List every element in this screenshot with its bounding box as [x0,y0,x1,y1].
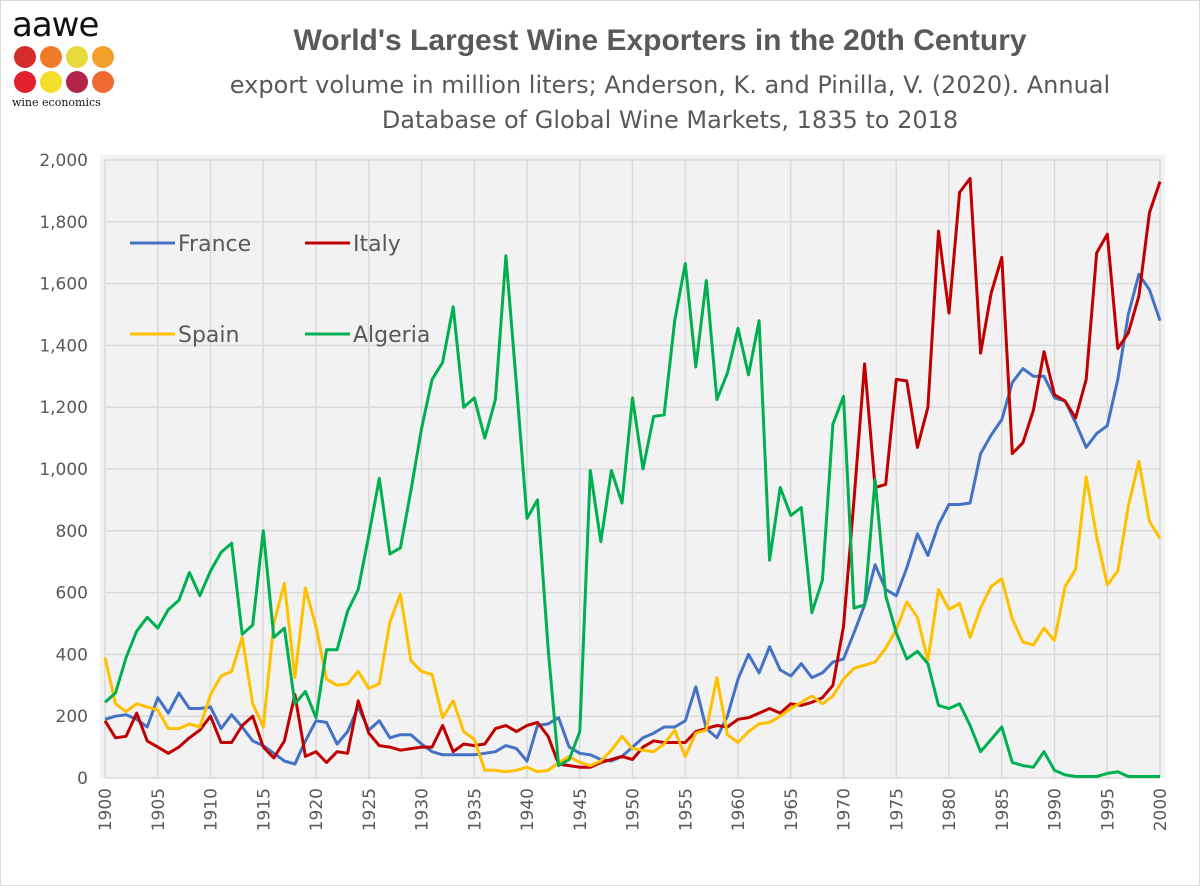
x-tick-label: 2000 [1151,788,1171,831]
logo-dot [40,46,62,68]
logo-dot [14,71,36,93]
legend-label-italy: Italy [353,232,401,257]
y-tick-label: 0 [77,769,88,789]
legend-label-spain: Spain [178,323,239,348]
x-tick-label: 1995 [1098,788,1118,831]
aawe-logo: aawe wine economics [12,5,122,109]
legend-label-algeria: Algeria [353,323,430,348]
y-tick-label: 600 [56,584,88,604]
logo-dot [92,46,114,68]
x-tick-label: 1985 [993,788,1013,831]
legend-label-france: France [178,232,251,257]
logo-tagline: wine economics [12,96,101,109]
y-tick-label: 1,600 [39,275,88,295]
x-tick-label: 1940 [518,788,538,831]
logo-dot [66,46,88,68]
series-line-italy [103,177,1162,769]
x-tick-label: 1980 [940,788,960,831]
x-tick-label: 1965 [782,788,802,831]
x-tick-label: 1925 [360,788,380,831]
y-tick-label: 1,200 [39,398,88,418]
logo-dot [14,46,36,68]
y-tick-label: 1,800 [39,213,88,233]
x-tick-label: 1920 [307,788,327,831]
series-line-algeria [104,254,1160,778]
x-tick-label: 1990 [1046,788,1066,831]
x-tick-label: 1960 [729,788,749,831]
x-tick-label: 1970 [835,788,855,831]
y-tick-label: 800 [56,522,88,542]
y-tick-label: 1,000 [39,460,88,480]
x-tick-label: 1910 [202,788,222,831]
x-tick-label: 1950 [624,788,644,831]
logo-dots [14,46,122,93]
logo-dot [40,71,62,93]
x-tick-label: 1930 [413,788,433,831]
x-tick-label: 1955 [676,788,696,831]
series-line-spain [103,459,1162,774]
x-tick-label: 1900 [96,788,116,831]
y-tick-label: 400 [56,645,88,665]
x-tick-label: 1945 [571,788,591,831]
logo-dot [92,71,114,93]
y-tick-label: 200 [56,707,88,727]
chart-title: World's Largest Wine Exporters in the 20… [293,24,1027,57]
x-tick-label: 1975 [887,788,907,831]
subtitle-line-2: Database of Global Wine Markets, 1835 to… [381,106,959,134]
y-tick-label: 1,400 [39,336,88,356]
chart-subtitle: export volume in million liters; Anderso… [200,68,1140,138]
x-tick-label: 1935 [465,788,485,831]
subtitle-line-1: export volume in million liters; Anderso… [229,71,1111,99]
x-tick-label: 1905 [149,788,169,831]
x-tick-label: 1915 [254,788,274,831]
logo-word: aawe [12,5,99,45]
y-tick-label: 2,000 [39,151,88,171]
logo-dot [66,71,88,93]
